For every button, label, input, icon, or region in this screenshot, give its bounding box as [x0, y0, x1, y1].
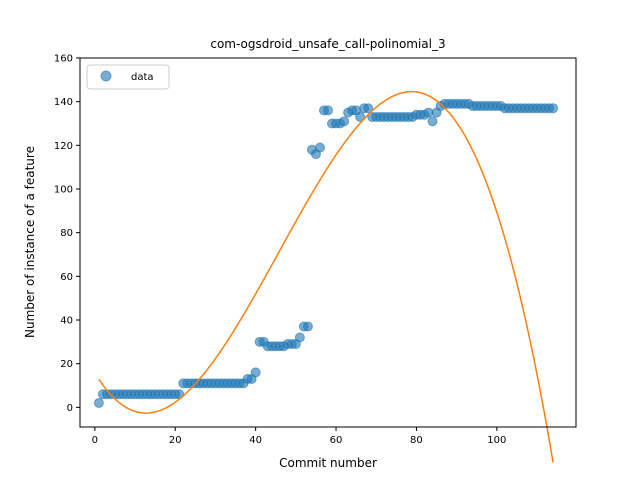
data-point	[548, 103, 559, 114]
legend-label: data	[131, 72, 154, 83]
data-point	[363, 103, 374, 114]
y-tick-label: 60	[60, 272, 73, 283]
legend-box	[86, 64, 170, 90]
y-tick-label: 140	[54, 97, 73, 108]
y-tick-label: 80	[60, 228, 73, 239]
data-point	[294, 332, 305, 343]
x-tick-label: 40	[249, 435, 262, 446]
plot-frame	[79, 57, 577, 428]
y-tick-label: 120	[54, 141, 73, 152]
legend: data	[86, 64, 170, 90]
x-tick-label: 100	[487, 435, 506, 446]
data-point	[314, 142, 325, 153]
x-tick-label: 80	[410, 435, 423, 446]
data-point	[427, 116, 438, 127]
data-point	[355, 111, 366, 122]
legend-marker	[100, 70, 112, 82]
fit-line	[98, 90, 554, 463]
y-tick-label: 160	[54, 54, 73, 65]
y-axis-label: Number of instance of a feature	[23, 146, 37, 338]
y-tick-label: 40	[60, 316, 73, 327]
x-axis-label: Commit number	[279, 456, 377, 470]
x-axis: 0 20 40 60 80 100	[92, 427, 506, 446]
chart-title: com-ogsdroid_unsafe_call-polinomial_3	[210, 37, 445, 51]
data-point	[339, 116, 350, 127]
plot-area	[93, 90, 559, 463]
data-point	[302, 321, 313, 332]
x-tick-label: 20	[169, 435, 182, 446]
x-tick-label: 0	[92, 435, 98, 446]
data-point	[250, 367, 261, 378]
y-tick-label: 20	[60, 359, 73, 370]
y-tick-label: 0	[67, 403, 73, 414]
y-tick-label: 100	[54, 185, 73, 196]
x-tick-label: 60	[330, 435, 343, 446]
y-axis: 0 20 40 60 80 100 120 140 160	[54, 54, 80, 414]
data-point	[323, 105, 333, 116]
data-point	[93, 397, 104, 408]
